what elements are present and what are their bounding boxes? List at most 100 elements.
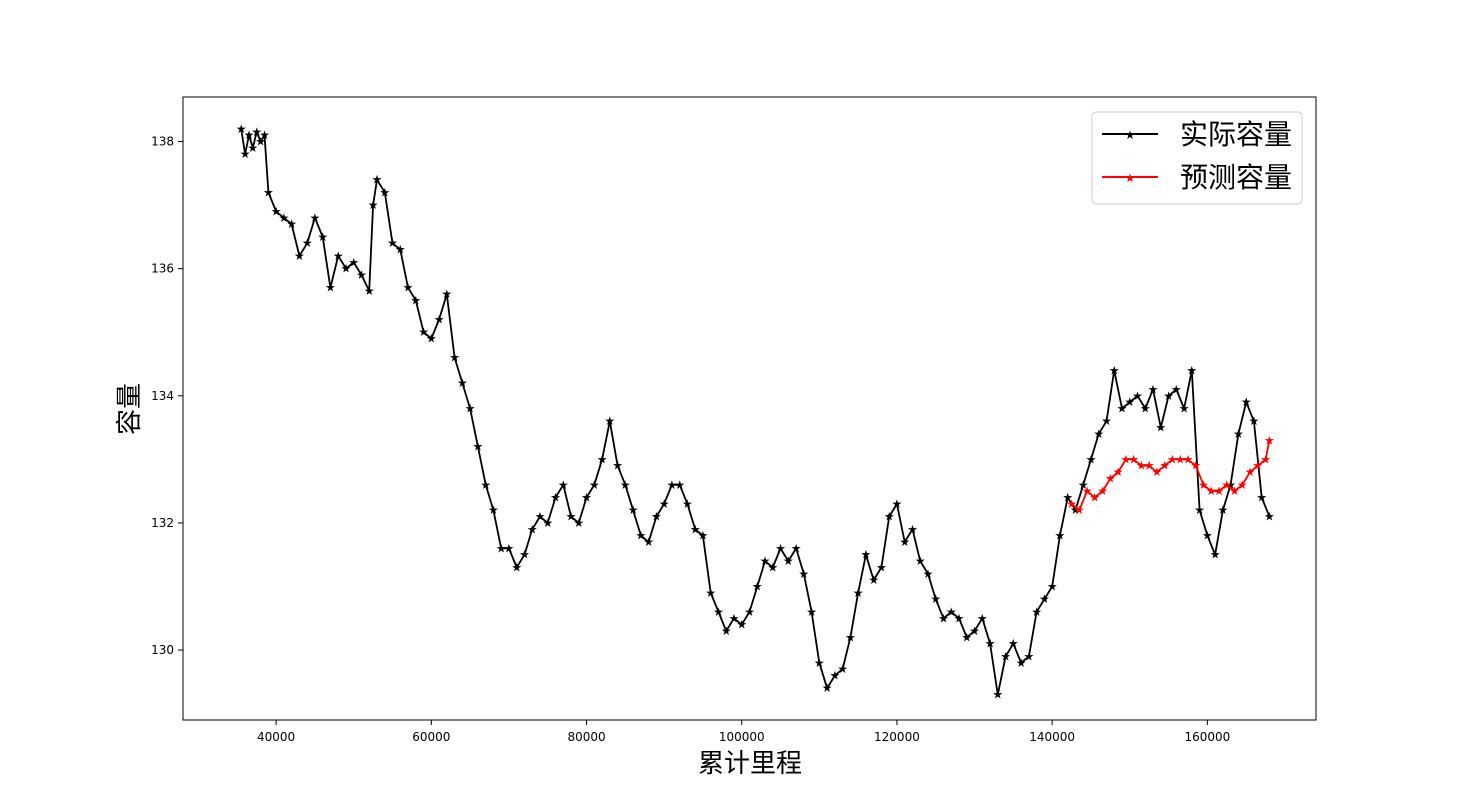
series-line-1 — [1071, 440, 1271, 512]
data-point-marker: ★ — [930, 592, 941, 606]
data-point-marker: ★ — [1159, 459, 1170, 473]
data-point-marker: ★ — [1194, 503, 1205, 517]
data-point-marker: ★ — [899, 535, 910, 549]
data-point-marker: ★ — [837, 662, 848, 676]
data-point-marker: ★ — [659, 497, 670, 511]
data-point-marker: ★ — [1229, 484, 1240, 498]
data-point-marker: ★ — [1132, 389, 1143, 403]
data-point-marker: ★ — [496, 541, 507, 555]
data-point-marker: ★ — [581, 491, 592, 505]
data-point-marker: ★ — [251, 125, 262, 139]
data-point-marker: ★ — [1000, 649, 1011, 663]
data-point-marker: ★ — [387, 236, 398, 250]
data-point-marker: ★ — [255, 135, 266, 149]
x-tick-label: 160000 — [1184, 730, 1230, 744]
data-point-marker: ★ — [1024, 649, 1035, 663]
x-tick-label: 40000 — [257, 730, 295, 744]
data-point-marker: ★ — [705, 586, 716, 600]
data-point-marker: ★ — [1031, 605, 1042, 619]
data-point-marker: ★ — [1264, 510, 1275, 524]
data-point-marker: ★ — [1245, 465, 1256, 479]
data-point-marker: ★ — [1082, 484, 1093, 498]
y-tick-label: 134 — [151, 389, 174, 403]
data-point-marker: ★ — [1256, 491, 1267, 505]
data-point-marker: ★ — [511, 560, 522, 574]
legend-label-predicted: 预测容量 — [1180, 161, 1292, 194]
data-point-marker: ★ — [244, 128, 255, 142]
data-point-marker: ★ — [822, 681, 833, 695]
data-point-marker: ★ — [597, 452, 608, 466]
data-point-marker: ★ — [1148, 382, 1159, 396]
data-point-marker: ★ — [325, 281, 336, 295]
data-point-marker: ★ — [1171, 382, 1182, 396]
data-point-marker: ★ — [721, 624, 732, 638]
data-point-marker: ★ — [915, 554, 926, 568]
data-point-marker: ★ — [690, 522, 701, 536]
data-point-marker: ★ — [946, 605, 957, 619]
data-point-marker: ★ — [798, 567, 809, 581]
data-point-marker: ★ — [1214, 484, 1225, 498]
data-point-marker: ★ — [1144, 459, 1155, 473]
legend-marker-predicted: ★ — [1125, 171, 1136, 185]
data-point-marker: ★ — [1097, 484, 1108, 498]
data-point-marker: ★ — [977, 611, 988, 625]
data-point-marker: ★ — [954, 611, 965, 625]
series-group: ★ ★ ★ ★ ★ ★ ★ ★ ★ ★ ★ ★ ★ ★ ★ ★ ★ ★ ★ ★ ★ ★ ★ ★ ★ ★ ★ ★ ★ ★ ★ ★ ★ ★ ★ ★ ★ ★ ★ ★… — [236, 122, 1275, 702]
data-point-marker: ★ — [527, 522, 538, 536]
x-tick-label: 100000 — [719, 730, 765, 744]
data-point-marker: ★ — [1218, 503, 1229, 517]
data-point-marker: ★ — [1124, 395, 1135, 409]
data-point-marker: ★ — [1264, 433, 1275, 447]
data-point-marker: ★ — [713, 605, 724, 619]
data-point-marker: ★ — [1047, 580, 1058, 594]
data-point-marker: ★ — [814, 656, 825, 670]
data-point-marker: ★ — [969, 624, 980, 638]
data-point-marker: ★ — [1121, 452, 1132, 466]
data-point-marker: ★ — [620, 478, 631, 492]
data-point-marker: ★ — [612, 459, 623, 473]
data-point-marker: ★ — [907, 522, 918, 536]
data-point-marker: ★ — [573, 516, 584, 530]
data-point-marker: ★ — [589, 478, 600, 492]
data-point-marker: ★ — [465, 402, 476, 416]
legend-label-actual: 实际容量 — [1180, 118, 1292, 151]
data-point-marker: ★ — [1206, 484, 1217, 498]
data-point-marker: ★ — [1186, 363, 1197, 377]
data-point-marker: ★ — [1237, 478, 1248, 492]
data-point-marker: ★ — [1260, 452, 1271, 466]
y-tick-label: 130 — [151, 643, 174, 657]
data-point-marker: ★ — [418, 325, 429, 339]
data-point-marker: ★ — [985, 637, 996, 651]
x-tick-label: 120000 — [874, 730, 920, 744]
data-point-marker: ★ — [853, 586, 864, 600]
data-point-marker: ★ — [861, 548, 872, 562]
x-tick-label: 140000 — [1029, 730, 1075, 744]
data-point-marker: ★ — [636, 529, 647, 543]
y-axis-title: 容量 — [115, 383, 145, 435]
data-point-marker: ★ — [674, 478, 685, 492]
data-point-marker: ★ — [535, 510, 546, 524]
y-tick-label: 132 — [151, 516, 174, 530]
data-point-marker: ★ — [1202, 529, 1213, 543]
data-point-marker: ★ — [1055, 529, 1066, 543]
legend: ★ 实际容量 ★ 预测容量 — [1091, 111, 1303, 205]
data-point-marker: ★ — [1086, 452, 1097, 466]
data-point-marker: ★ — [1109, 363, 1120, 377]
data-point-marker: ★ — [302, 236, 313, 250]
data-point-marker: ★ — [752, 580, 763, 594]
data-point-marker: ★ — [992, 688, 1003, 702]
data-point-marker: ★ — [1016, 656, 1027, 670]
data-point-marker: ★ — [1198, 478, 1209, 492]
data-point-marker: ★ — [729, 611, 740, 625]
data-point-marker: ★ — [1101, 414, 1112, 428]
data-point-marker: ★ — [410, 293, 421, 307]
data-point-marker: ★ — [1175, 452, 1186, 466]
data-point-marker: ★ — [1089, 491, 1100, 505]
x-axis-title: 累计里程 — [698, 749, 802, 779]
data-point-marker: ★ — [441, 287, 452, 301]
data-point-marker: ★ — [434, 313, 445, 327]
data-point-marker: ★ — [271, 204, 282, 218]
data-point-marker: ★ — [379, 185, 390, 199]
data-point-marker: ★ — [628, 503, 639, 517]
data-point-marker: ★ — [519, 548, 530, 562]
